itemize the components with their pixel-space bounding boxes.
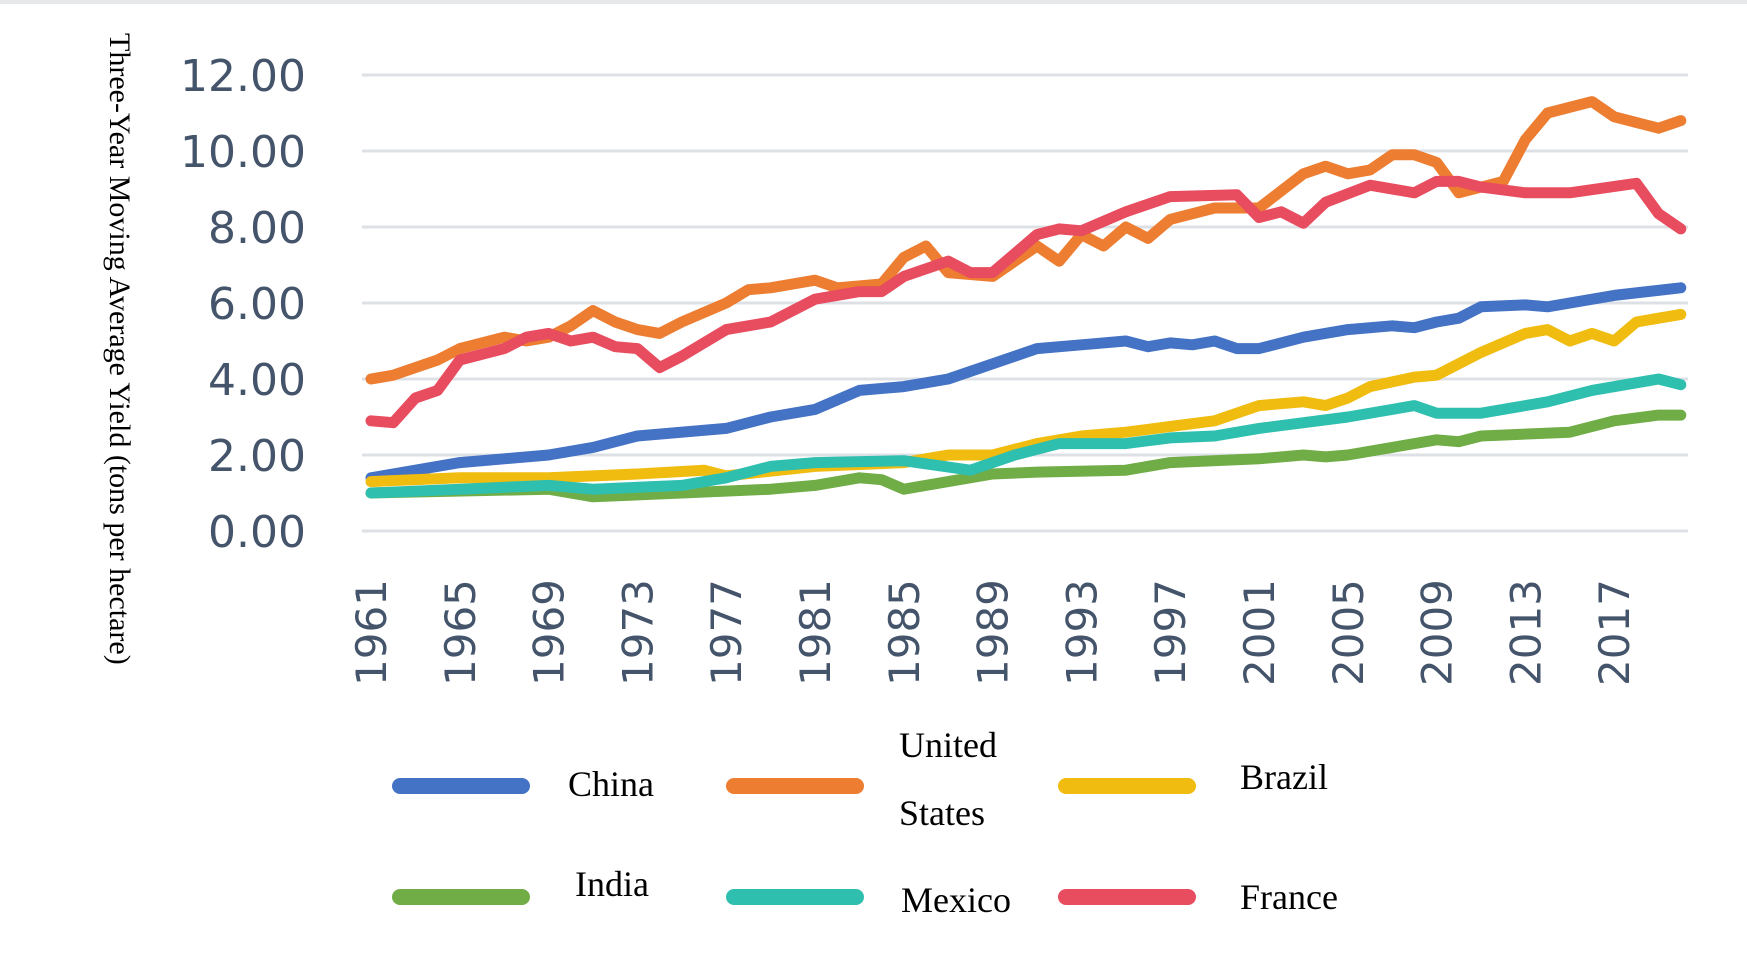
y-tick-label: 6.00 bbox=[208, 279, 306, 330]
legend-label-brazil: Brazil bbox=[1240, 757, 1328, 797]
gridlines bbox=[362, 73, 1688, 533]
x-tick-label: 1961 bbox=[347, 579, 396, 686]
x-tick-label: 2009 bbox=[1413, 579, 1462, 686]
x-tick-label: 1989 bbox=[969, 579, 1018, 686]
x-tick-label: 2017 bbox=[1590, 579, 1639, 686]
x-tick-label: 1977 bbox=[702, 579, 751, 686]
legend-label-india: India bbox=[575, 864, 649, 904]
y-tick-label: 4.00 bbox=[208, 355, 306, 406]
y-tick-label: 8.00 bbox=[208, 203, 306, 254]
legend-label-united-states-line1: United bbox=[899, 725, 997, 765]
y-axis-title: Three-Year Moving Average Yield (tons pe… bbox=[103, 33, 136, 665]
x-tick-label: 1997 bbox=[1146, 579, 1195, 686]
legend-label-mexico: Mexico bbox=[901, 880, 1011, 920]
series-line-united-states bbox=[365, 96, 1687, 385]
x-tick-label: 1993 bbox=[1057, 579, 1106, 686]
legend-swatch-france bbox=[1058, 889, 1196, 905]
y-tick-label: 10.00 bbox=[180, 127, 306, 178]
legend-label-china: China bbox=[568, 764, 654, 804]
legend-label-france: France bbox=[1240, 877, 1338, 917]
y-tick-label: 12.00 bbox=[180, 51, 306, 102]
x-tick-label: 2013 bbox=[1501, 579, 1550, 686]
legend-swatch-mexico bbox=[726, 889, 864, 905]
x-tick-labels: 1961 1965 1969 1973 1977 1981 1985 1989 1993 1997… bbox=[347, 579, 1639, 686]
x-tick-label: 2001 bbox=[1235, 579, 1284, 686]
series-line-france bbox=[365, 175, 1687, 429]
series-line-mexico bbox=[365, 373, 1687, 499]
x-tick-label: 1985 bbox=[880, 579, 929, 686]
legend-swatch-india bbox=[392, 889, 530, 905]
x-tick-label: 1969 bbox=[525, 579, 574, 686]
series-line-china bbox=[365, 282, 1687, 484]
top-border bbox=[0, 0, 1747, 4]
series-line-india bbox=[365, 409, 1687, 503]
x-tick-label: 1981 bbox=[791, 579, 840, 686]
legend-swatch-brazil bbox=[1058, 778, 1196, 794]
series-lines bbox=[365, 96, 1687, 503]
y-tick-label: 2.00 bbox=[208, 431, 306, 482]
legend-label-united-states-line2: States bbox=[899, 793, 985, 833]
x-tick-label: 2005 bbox=[1324, 579, 1373, 686]
legend-swatch-china bbox=[392, 778, 530, 794]
x-tick-label: 1965 bbox=[436, 579, 485, 686]
y-tick-labels: 0.00 2.00 4.00 6.00 8.00 10.00 12.00 bbox=[180, 51, 306, 558]
y-tick-label: 0.00 bbox=[208, 507, 306, 558]
x-tick-label: 1973 bbox=[613, 579, 662, 686]
legend-swatch-united-states bbox=[726, 778, 864, 794]
